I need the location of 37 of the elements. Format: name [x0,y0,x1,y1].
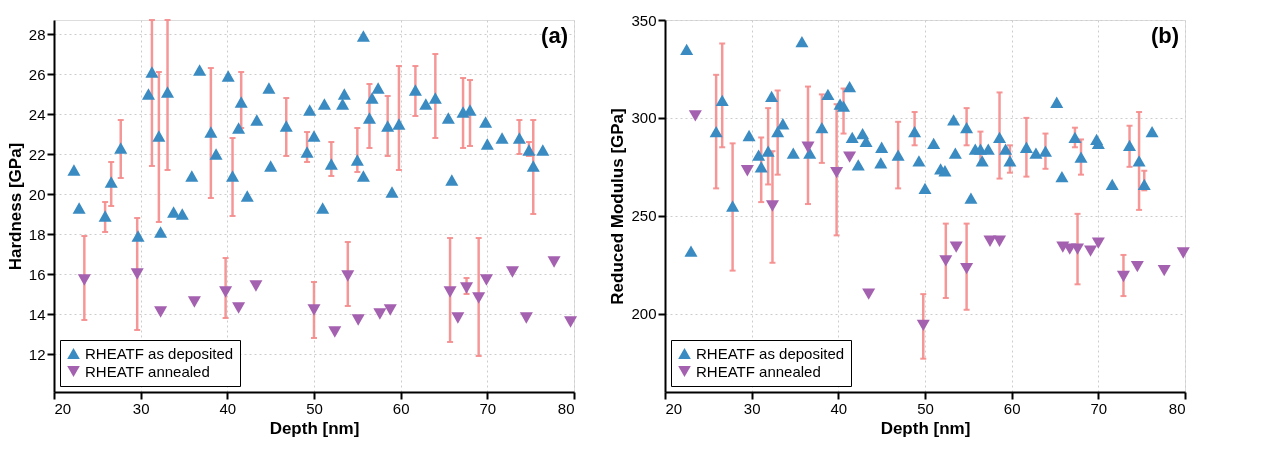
x-tick-label: 60 [392,399,410,417]
x-tick-label: 30 [743,399,761,417]
legend-label: RHEATF annealed [696,362,821,380]
legend-label: RHEATF as deposited [696,344,845,362]
x-axis-title: Depth [nm] [269,418,360,438]
x-tick-label: 80 [1168,399,1186,417]
y-tick-label: 14 [28,305,46,323]
x-tick-label: 50 [917,399,934,417]
y-tick-label: 22 [28,145,46,163]
x-tick-label: 60 [1003,399,1021,417]
x-tick-label: 20 [54,399,72,417]
y-tick-label: 200 [631,305,657,323]
x-tick-label: 40 [830,399,848,417]
x-tick-label: 30 [132,399,150,417]
y-tick-label: 20 [28,185,46,203]
y-axis-title: Hardness [GPa] [5,142,25,271]
y-tick-label: 28 [28,25,46,43]
annotation: (a) [541,23,568,48]
x-tick-label: 50 [306,399,323,417]
x-tick-label: 20 [665,399,683,417]
legend-label: RHEATF annealed [85,362,210,380]
y-tick-label: 12 [28,345,46,363]
x-tick-label: 70 [1090,399,1108,417]
x-axis-title: Depth [nm] [880,418,971,438]
y-tick-label: 26 [28,65,46,83]
legend-label: RHEATF as deposited [85,344,234,362]
x-tick-label: 80 [557,399,575,417]
y-tick-label: 24 [28,105,46,123]
x-tick-label: 70 [479,399,497,417]
y-tick-label: 300 [631,109,657,127]
y-tick-label: 350 [631,11,657,29]
y-tick-label: 250 [631,207,657,225]
y-tick-label: 16 [28,265,46,283]
y-axis-title: Reduced Modulus [GPa] [608,108,628,305]
x-tick-label: 40 [219,399,237,417]
y-tick-label: 18 [28,225,46,243]
annotation: (b) [1150,23,1179,48]
